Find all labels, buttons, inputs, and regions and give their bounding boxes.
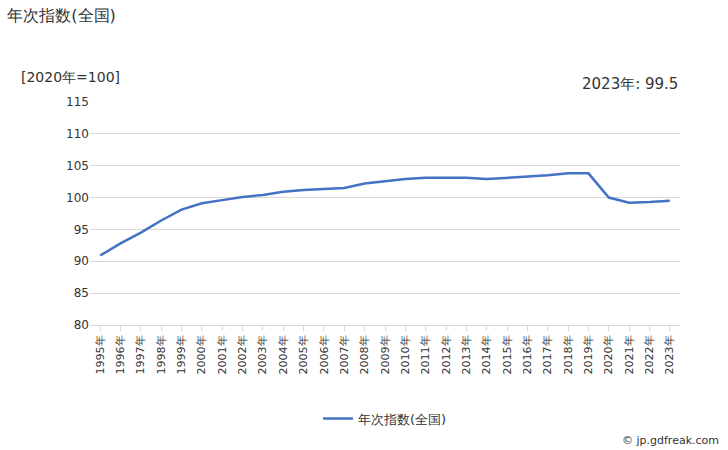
svg-text:2007年: 2007年 (338, 335, 351, 374)
svg-text:2019年: 2019年 (582, 335, 595, 374)
svg-text:1998年: 1998年 (155, 335, 168, 374)
svg-text:年次指数(全国): 年次指数(全国) (358, 412, 446, 427)
svg-text:2000年: 2000年 (195, 335, 208, 374)
svg-text:1995年: 1995年 (94, 335, 107, 374)
svg-text:2002年: 2002年 (236, 335, 249, 374)
svg-text:90: 90 (74, 254, 89, 268)
svg-text:© jp.gdfreak.com: © jp.gdfreak.com (622, 434, 719, 447)
svg-text:1997年: 1997年 (134, 335, 147, 374)
svg-text:2021年: 2021年 (623, 335, 636, 374)
svg-text:2023年: 2023年 (663, 335, 676, 374)
svg-text:105: 105 (66, 159, 89, 173)
svg-text:2012年: 2012年 (440, 335, 453, 374)
svg-text:2001年: 2001年 (216, 335, 229, 374)
svg-text:2014年: 2014年 (480, 335, 493, 374)
svg-text:年次指数(全国): 年次指数(全国) (7, 6, 115, 25)
svg-text:1996年: 1996年 (114, 335, 127, 374)
svg-text:95: 95 (74, 223, 89, 237)
svg-text:2004年: 2004年 (277, 335, 290, 374)
svg-text:2017年: 2017年 (541, 335, 554, 374)
svg-text:80: 80 (74, 318, 89, 332)
svg-text:2015年: 2015年 (501, 335, 514, 374)
svg-text:2003年: 2003年 (257, 335, 270, 374)
svg-text:110: 110 (66, 127, 89, 141)
svg-text:2023年: 99.5: 2023年: 99.5 (582, 75, 678, 93)
svg-text:2011年: 2011年 (419, 335, 432, 374)
svg-text:2006年: 2006年 (318, 335, 331, 374)
svg-text:2022年: 2022年 (643, 335, 656, 374)
svg-text:2008年: 2008年 (358, 335, 371, 374)
svg-text:2010年: 2010年 (399, 335, 412, 374)
svg-text:2020年: 2020年 (602, 335, 615, 374)
svg-text:1999年: 1999年 (175, 335, 188, 374)
svg-text:115: 115 (66, 95, 89, 109)
svg-text:100: 100 (66, 191, 89, 205)
svg-text:2005年: 2005年 (297, 335, 310, 374)
svg-text:2009年: 2009年 (379, 335, 392, 374)
svg-text:2013年: 2013年 (460, 335, 473, 374)
svg-text:2016年: 2016年 (521, 335, 534, 374)
svg-text:[2020年=100]: [2020年=100] (21, 69, 120, 85)
svg-text:2018年: 2018年 (562, 335, 575, 374)
svg-text:85: 85 (74, 286, 89, 300)
